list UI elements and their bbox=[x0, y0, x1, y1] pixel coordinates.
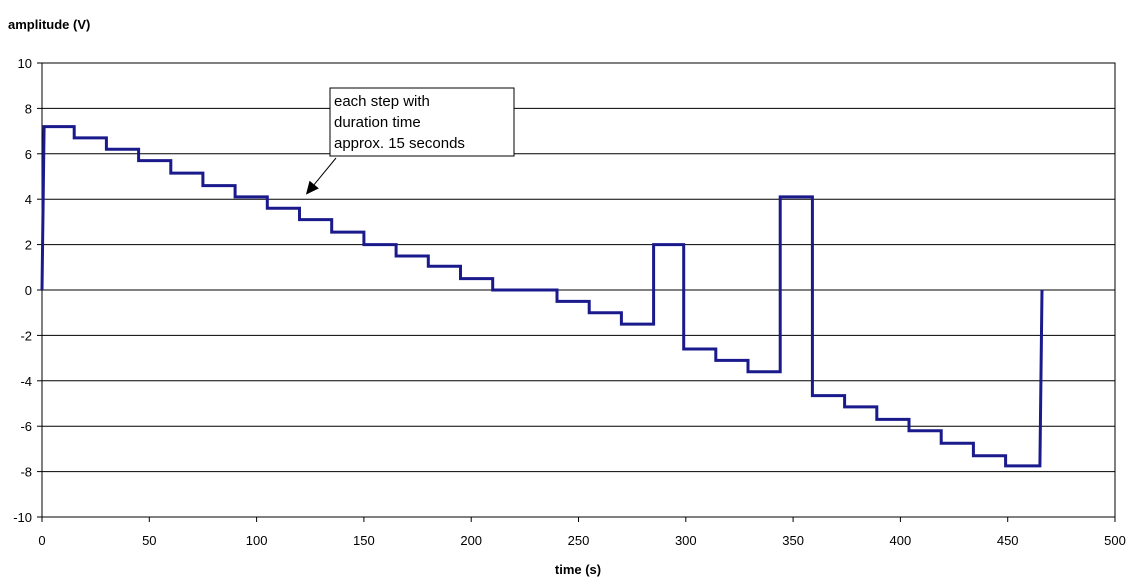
x-axis: 0 50 100 150 200 250 300 350 400 450 500 bbox=[38, 517, 1126, 548]
x-tick-label: 0 bbox=[38, 533, 45, 548]
y-tick-label: 8 bbox=[25, 101, 32, 116]
annotation-box bbox=[329, 87, 515, 157]
y-tick-label: -2 bbox=[20, 328, 32, 343]
x-axis-title: time (s) bbox=[555, 562, 601, 577]
x-tick-label: 250 bbox=[568, 533, 590, 548]
y-tick-label: 0 bbox=[25, 283, 32, 298]
y-axis-title: amplitude (V) bbox=[8, 17, 90, 32]
y-tick-label: -6 bbox=[20, 419, 32, 434]
x-tick-label: 300 bbox=[675, 533, 697, 548]
y-tick-label: -10 bbox=[13, 510, 32, 525]
x-tick-label: 100 bbox=[246, 533, 268, 548]
y-tick-label: 4 bbox=[25, 192, 32, 207]
y-tick-label: 6 bbox=[25, 147, 32, 162]
y-tick-label: -4 bbox=[20, 374, 32, 389]
annotation-text-line: each step with bbox=[334, 93, 430, 110]
x-tick-label: 50 bbox=[142, 533, 156, 548]
y-tick-label: -8 bbox=[20, 465, 32, 480]
annotation-text-line: approx. 15 seconds bbox=[334, 135, 465, 152]
annotation-arrow-head bbox=[305, 180, 319, 195]
y-tick-label: 2 bbox=[25, 238, 32, 253]
annotation-arrow-shaft bbox=[313, 157, 337, 185]
x-tick-label: 400 bbox=[890, 533, 912, 548]
x-tick-label: 450 bbox=[997, 533, 1019, 548]
amplitude-series-line bbox=[40, 125, 1044, 468]
x-tick-label: 350 bbox=[782, 533, 804, 548]
x-tick-label: 200 bbox=[460, 533, 482, 548]
x-tick-label: 500 bbox=[1104, 533, 1126, 548]
y-tick-label: 10 bbox=[18, 56, 32, 71]
annotation-text-line: duration time bbox=[334, 114, 421, 131]
step-duration-annotation: each step with duration time approx. 15 se… bbox=[305, 87, 515, 195]
gridlines bbox=[42, 107, 1115, 473]
x-tick-label: 150 bbox=[353, 533, 375, 548]
y-axis: 10 8 6 4 2 0 -2 -4 -6 -8 -10 bbox=[13, 56, 42, 525]
